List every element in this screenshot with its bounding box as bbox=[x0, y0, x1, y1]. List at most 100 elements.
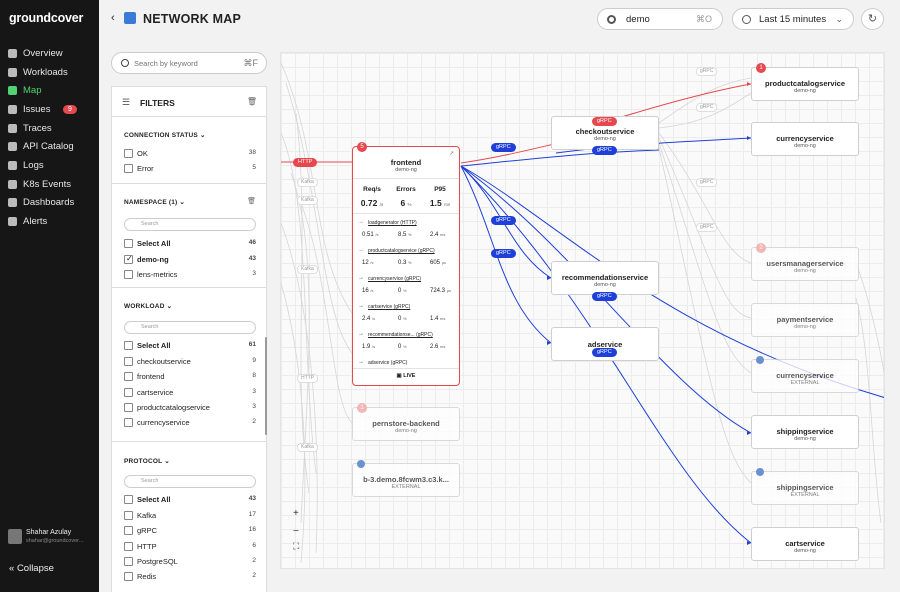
dependency-row[interactable]: → adservice (gRPC) bbox=[358, 359, 408, 366]
filter-option[interactable]: lens-metrics 3 bbox=[124, 269, 256, 281]
service-node-usersmanagerservice[interactable]: 2 usersmanagerservice demo-ng bbox=[751, 243, 859, 281]
checkbox[interactable] bbox=[124, 372, 133, 381]
grpc-edge-pill[interactable]: gRPC bbox=[592, 146, 617, 155]
dependency-row[interactable]: → cartservice (gRPC) 2.4 /s 0 % 1.4 ms bbox=[358, 303, 446, 322]
filter-option[interactable]: Select All 61 bbox=[124, 340, 256, 352]
checkbox[interactable] bbox=[124, 557, 133, 566]
collapse-button[interactable]: « Collapse bbox=[9, 563, 54, 574]
dependency-row[interactable]: → currencyservice (gRPC) 16 /s 0 % 724.3… bbox=[358, 275, 451, 294]
checkbox[interactable] bbox=[124, 511, 133, 520]
checkbox[interactable] bbox=[124, 542, 133, 551]
service-node-paymentservice[interactable]: paymentservice demo-ng bbox=[751, 303, 859, 337]
filter-option[interactable]: gRPC 16 bbox=[124, 525, 256, 537]
network-map-canvas[interactable]: Kafka Kafka Kafka HTTP Kafka gRPC gRPC g… bbox=[280, 52, 885, 569]
service-node-shippingservice-external[interactable]: shippingservice EXTERNAL bbox=[751, 468, 859, 505]
network-map-icon bbox=[124, 12, 136, 24]
checkbox[interactable] bbox=[124, 357, 133, 366]
filter-option[interactable]: productcatalogservice 3 bbox=[124, 402, 256, 414]
filter-option[interactable]: PostgreSQL 2 bbox=[124, 556, 256, 568]
section-title[interactable]: NAMESPACE (1) ⌄ bbox=[124, 199, 186, 206]
zoom-in-button[interactable]: + bbox=[293, 508, 299, 519]
environment-selector[interactable]: demo ⌘O bbox=[597, 8, 723, 30]
checkbox[interactable] bbox=[124, 403, 133, 412]
sidebar-item-traces[interactable]: Traces bbox=[0, 119, 99, 138]
service-node-shippingservice[interactable]: shippingservice demo-ng bbox=[751, 415, 859, 449]
traces-icon bbox=[8, 123, 17, 133]
arrow-icon: → bbox=[358, 275, 364, 281]
live-button[interactable]: ▣ LIVE bbox=[396, 373, 416, 379]
grpc-edge-pill[interactable]: gRPC bbox=[491, 216, 516, 225]
checkbox[interactable] bbox=[124, 495, 133, 504]
filter-option[interactable]: HTTP 6 bbox=[124, 541, 256, 553]
search-input[interactable] bbox=[134, 57, 234, 70]
groundcover-logo[interactable]: groundcover bbox=[9, 11, 84, 25]
service-node-recommendationservice[interactable]: recommendationservice demo-ng bbox=[551, 261, 659, 295]
sidebar-item-issues[interactable]: Issues 9 bbox=[0, 100, 99, 119]
filter-option[interactable]: Redis 2 bbox=[124, 571, 256, 583]
user-profile[interactable]: Shahar Azulay shahar@groundcover... bbox=[8, 529, 96, 547]
checkbox[interactable] bbox=[124, 239, 133, 248]
checkbox[interactable] bbox=[124, 572, 133, 581]
checkbox[interactable] bbox=[124, 270, 133, 279]
sidebar-item-map[interactable]: Map bbox=[0, 81, 99, 100]
filter-option[interactable]: Error 5 bbox=[124, 163, 256, 175]
http-edge-pill[interactable]: HTTP bbox=[293, 158, 318, 167]
dependency-row[interactable]: → recommendationse... (gRPC) 1.9 /s 0 % … bbox=[358, 331, 446, 350]
grpc-edge-pill[interactable]: gRPC bbox=[491, 143, 516, 152]
checkbox[interactable] bbox=[124, 341, 133, 350]
sidebar-item-alerts[interactable]: Alerts bbox=[0, 212, 99, 231]
grpc-edge-pill[interactable]: gRPC bbox=[491, 249, 516, 258]
filter-option[interactable]: checkoutservice 9 bbox=[124, 356, 256, 368]
error-count-badge: 5 bbox=[357, 142, 367, 152]
filter-option[interactable]: cartservice 3 bbox=[124, 387, 256, 399]
checkbox[interactable] bbox=[124, 254, 133, 264]
back-chevron-icon[interactable]: ‹ bbox=[111, 12, 115, 24]
sidebar-item-dashboards[interactable]: Dashboards bbox=[0, 194, 99, 213]
filter-option[interactable]: currencyservice 2 bbox=[124, 417, 256, 429]
filter-option[interactable]: OK 38 bbox=[124, 148, 256, 160]
sidebar-item-logs[interactable]: Logs bbox=[0, 156, 99, 175]
protocol-search-input[interactable]: Search bbox=[124, 475, 256, 488]
checkbox[interactable] bbox=[124, 388, 133, 397]
time-range-selector[interactable]: Last 15 minutes ⌄ bbox=[732, 8, 854, 30]
service-node-pernstore-backend[interactable]: 1 pernstore-backend demo-ng bbox=[352, 403, 460, 441]
sidebar-item-label: Map bbox=[23, 85, 42, 97]
checkbox[interactable] bbox=[124, 164, 133, 173]
checkbox[interactable] bbox=[124, 418, 133, 427]
checkbox[interactable] bbox=[124, 149, 133, 158]
namespace-search-input[interactable]: Search bbox=[124, 218, 256, 231]
sidebar-item-api-catalog[interactable]: API Catalog bbox=[0, 137, 99, 156]
grpc-edge-pill[interactable]: gRPC bbox=[592, 117, 617, 126]
sidebar-item-overview[interactable]: Overview bbox=[0, 44, 99, 63]
filter-option[interactable]: frontend 8 bbox=[124, 371, 256, 383]
filter-option[interactable]: Select All 43 bbox=[124, 494, 256, 506]
clear-filters-trash-icon[interactable]: 🗑 bbox=[246, 97, 257, 106]
service-node-productcatalogservice[interactable]: 1 productcatalogservice demo-ng bbox=[751, 63, 859, 101]
refresh-button[interactable]: ↻ bbox=[861, 8, 884, 30]
service-node-cartservice[interactable]: cartservice demo-ng bbox=[751, 527, 859, 561]
grpc-edge-pill[interactable]: gRPC bbox=[592, 348, 617, 357]
workload-search-input[interactable]: Search bbox=[124, 321, 256, 334]
grpc-edge-pill[interactable]: gRPC bbox=[592, 292, 617, 301]
filter-option[interactable]: Select All 46 bbox=[124, 238, 256, 250]
checkbox[interactable] bbox=[124, 526, 133, 535]
frontend-node-card[interactable]: 5 ↗ frontend demo-ng Req/s Errors P95 0.… bbox=[352, 142, 460, 386]
service-node-external-kafka[interactable]: b-3.demo.8fcwm3.c3.k... EXTERNAL bbox=[352, 460, 460, 497]
section-title[interactable]: CONNECTION STATUS ⌄ bbox=[124, 132, 206, 139]
chevron-down-icon: ⌄ bbox=[179, 199, 186, 206]
dependency-row[interactable]: → productcatalogservice (gRPC) 12 /s 0.3… bbox=[358, 247, 446, 266]
dependency-row[interactable]: → loadgenerator (HTTP) 0.51 /s 8.5 % 2.4… bbox=[358, 219, 446, 238]
section-title[interactable]: WORKLOAD ⌄ bbox=[124, 303, 173, 310]
sidebar-item-k8s-events[interactable]: K8s Events bbox=[0, 175, 99, 194]
service-node-currencyservice-external[interactable]: currencyservice EXTERNAL bbox=[751, 356, 859, 393]
section-title[interactable]: PROTOCOL ⌄ bbox=[124, 458, 170, 465]
open-external-icon[interactable]: ↗ bbox=[448, 151, 454, 157]
sidebar-item-workloads[interactable]: Workloads bbox=[0, 63, 99, 82]
service-node-currencyservice[interactable]: currencyservice demo-ng bbox=[751, 122, 859, 156]
clear-namespace-trash-icon[interactable]: 🗑 bbox=[247, 198, 256, 205]
zoom-out-button[interactable]: − bbox=[293, 526, 299, 537]
filter-option[interactable]: Kafka 17 bbox=[124, 510, 256, 522]
fit-view-button[interactable]: ⛶ bbox=[293, 541, 300, 551]
filters-scrollbar[interactable] bbox=[265, 337, 267, 435]
